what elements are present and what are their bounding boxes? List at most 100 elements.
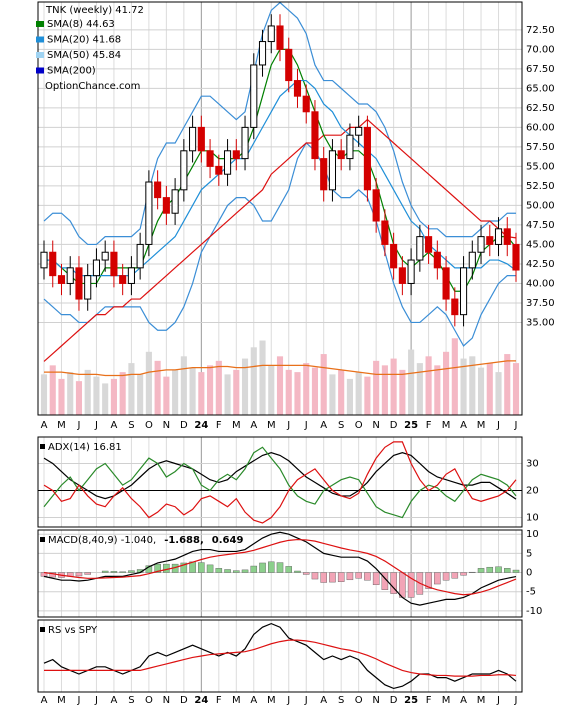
volume-bar <box>381 365 388 415</box>
upper-band <box>43 2 516 246</box>
y-tick-label: 20 <box>526 486 539 497</box>
candle-body <box>363 126 371 191</box>
candle-body <box>136 243 144 269</box>
candle-body <box>162 197 170 214</box>
volume-bar <box>346 378 353 415</box>
volume-bar <box>408 349 415 415</box>
volume-bar <box>416 363 423 415</box>
volume-bar <box>425 356 432 415</box>
histogram-bar <box>495 566 502 573</box>
histogram-bar <box>486 566 494 573</box>
histogram-bar <box>215 568 223 573</box>
panel-border <box>37 619 523 693</box>
volume-bar <box>93 376 100 415</box>
volume-bar <box>495 372 502 415</box>
candle-body <box>101 251 109 261</box>
candle-body <box>110 251 118 277</box>
histogram-bar <box>101 570 109 573</box>
candle-body <box>451 298 459 316</box>
volume-bar <box>460 358 467 415</box>
volume-bar <box>390 358 397 415</box>
y-tick-label: 65.00 <box>526 83 555 94</box>
x-tick-label: D <box>390 695 398 706</box>
x-tick-label: O <box>145 420 153 431</box>
candle-body <box>425 236 433 253</box>
x-tick-label: S <box>338 420 344 431</box>
volume-bar <box>294 372 301 415</box>
histogram-bar <box>154 563 161 573</box>
legend-swatch <box>36 21 44 27</box>
legend-marker <box>40 444 45 449</box>
candle-body <box>66 267 74 284</box>
histogram-bar <box>434 572 441 585</box>
histogram-bar <box>163 563 170 573</box>
histogram-bar <box>241 569 249 573</box>
y-tick-label: 72.50 <box>526 25 555 36</box>
volume-bar <box>486 363 493 415</box>
x-tick-label: J <box>76 695 80 706</box>
x-tick-label: 25 <box>404 420 418 431</box>
x-tick-label: O <box>355 420 363 431</box>
candle-body <box>215 165 223 175</box>
y-tick-label: 60.00 <box>526 122 555 133</box>
histogram-bar <box>442 572 450 581</box>
volume-bar <box>364 376 371 415</box>
x-tick-label: A <box>320 695 327 706</box>
candle-body <box>293 80 302 97</box>
y-tick-label: 55.00 <box>526 161 555 172</box>
y-tick-label: 52.50 <box>526 181 555 192</box>
x-tick-label: M <box>267 420 276 431</box>
volume-bar <box>180 356 187 415</box>
histogram-bar <box>451 572 459 579</box>
x-tick-label: M <box>442 420 451 431</box>
x-tick-label: A <box>250 695 257 706</box>
volume-bar <box>451 338 458 415</box>
y-tick-label: 42.50 <box>526 259 555 270</box>
volume-bar <box>102 383 109 415</box>
histogram-bar <box>477 568 485 573</box>
histogram-bar <box>390 572 397 594</box>
candle-body <box>346 134 354 160</box>
histogram-bar <box>329 572 336 583</box>
x-tick-label: J <box>514 695 518 706</box>
volume-bar <box>163 376 170 415</box>
volume-bar <box>329 374 336 415</box>
x-tick-label: F <box>426 420 432 431</box>
histogram-bar <box>128 570 135 573</box>
histogram-bar <box>337 572 345 582</box>
volume-bar <box>443 351 450 415</box>
panel-legend: RS vs SPY <box>48 625 98 636</box>
candle-body <box>416 236 424 261</box>
x-tick-label: S <box>338 695 344 706</box>
candle-body <box>180 150 188 191</box>
candle-body <box>285 48 293 82</box>
histogram-bar <box>250 565 258 573</box>
x-tick-label: A <box>320 420 327 431</box>
x-tick-label: M <box>442 695 451 706</box>
y-tick-label: 30 <box>526 458 539 469</box>
volume-bar <box>355 372 362 415</box>
overlay-line <box>43 118 517 362</box>
x-tick-label: J <box>496 420 500 431</box>
volume-bar <box>276 356 284 415</box>
histogram-bar <box>84 572 91 575</box>
x-tick-label: M <box>477 420 486 431</box>
y-tick-label: 47.50 <box>526 220 555 231</box>
x-tick-label: D <box>180 695 188 706</box>
x-tick-label: N <box>163 695 170 706</box>
chart-title: TNK (weekly) 41.72 <box>45 5 144 16</box>
x-tick-label: S <box>128 695 134 706</box>
candle-body <box>241 126 249 160</box>
candle-body <box>232 150 240 160</box>
legend-marker <box>40 537 45 542</box>
volume-bar <box>128 363 135 415</box>
legend-swatch <box>36 67 44 74</box>
legend-swatch <box>36 52 44 58</box>
candle-body <box>372 189 380 222</box>
x-tick-label: A <box>111 420 118 431</box>
histogram-bar <box>407 572 415 598</box>
candle-body <box>337 150 345 160</box>
histogram-bar <box>119 571 126 573</box>
histogram-bar <box>302 572 310 575</box>
volume-bar <box>110 378 117 415</box>
